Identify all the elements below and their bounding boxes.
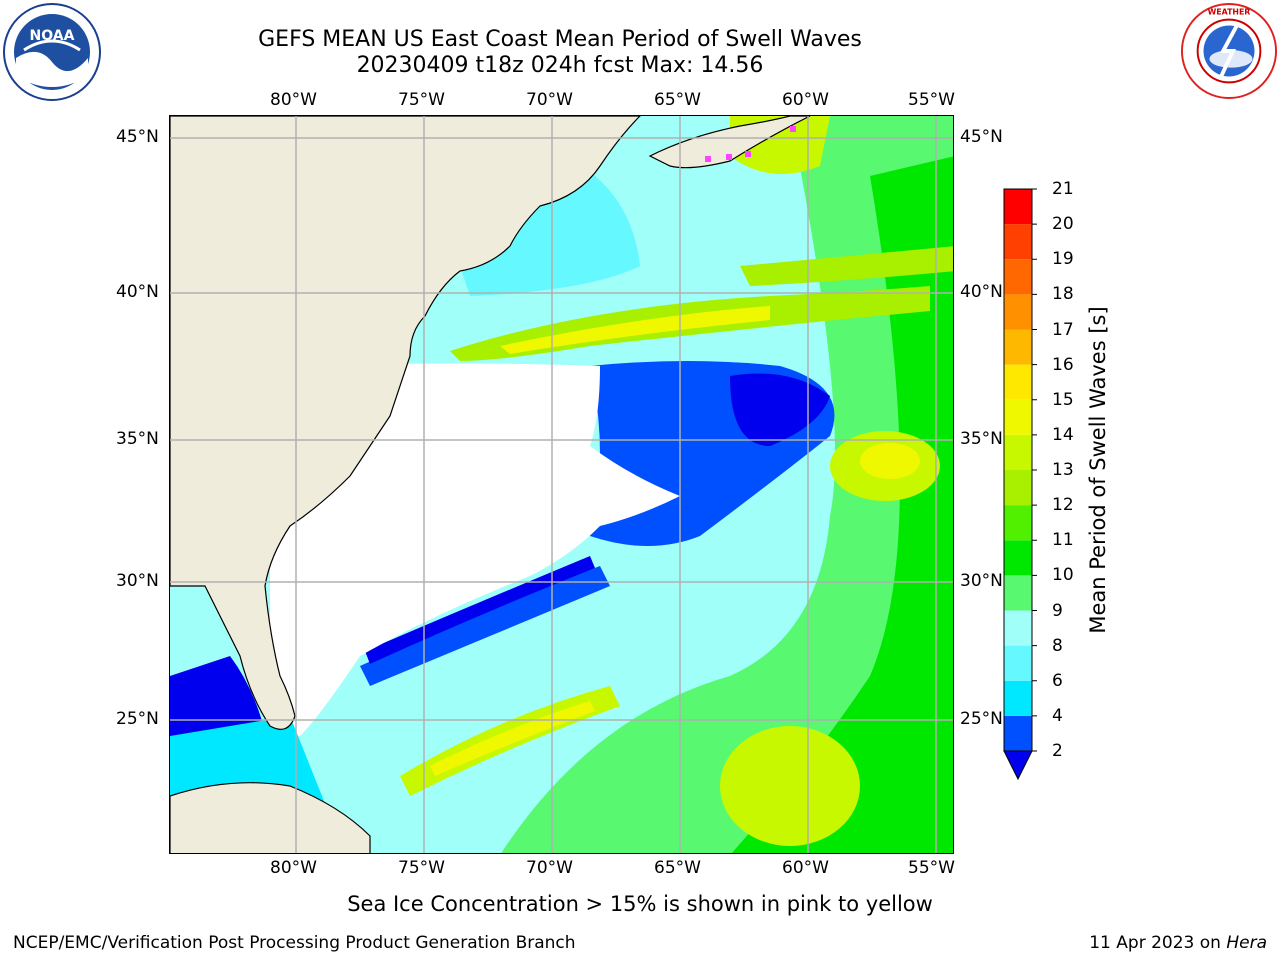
colorbar-segment bbox=[1004, 505, 1032, 541]
colorbar-segment bbox=[1004, 610, 1032, 646]
colorbar-tick: 16 bbox=[1052, 354, 1074, 375]
lon-tick-bottom: 75°W bbox=[398, 858, 445, 878]
colorbar-tick: 8 bbox=[1052, 635, 1063, 656]
lon-tick-top: 65°W bbox=[654, 90, 701, 110]
colorbar-tick: 20 bbox=[1052, 214, 1074, 235]
colorbar-tick: 11 bbox=[1052, 530, 1074, 551]
lon-tick-bottom: 80°W bbox=[270, 858, 317, 878]
map-subtitle: 20230409 t18z 024h fcst Max: 14.56 bbox=[356, 53, 764, 78]
map-title: GEFS MEAN US East Coast Mean Period of S… bbox=[258, 27, 862, 52]
lon-tick-top: 75°W bbox=[398, 90, 445, 110]
lat-tick-right: 40°N bbox=[960, 282, 1003, 302]
colorbar-segment bbox=[1004, 224, 1032, 260]
lat-tick-right: 35°N bbox=[960, 429, 1003, 449]
colorbar-segment bbox=[1004, 364, 1032, 400]
colorbar-tick: 13 bbox=[1052, 460, 1074, 480]
colorbar-tick: 12 bbox=[1052, 495, 1074, 516]
colorbar-tick: 2 bbox=[1052, 741, 1063, 761]
noaa-logo: NOAA bbox=[3, 3, 101, 101]
footer-date: 11 Apr 2023 on Hera bbox=[1089, 933, 1267, 953]
colorbar-tick: 9 bbox=[1052, 600, 1063, 621]
colorbar-tick: 10 bbox=[1052, 565, 1074, 586]
lat-tick-left: 45°N bbox=[116, 127, 159, 147]
colorbar-label: Mean Period of Swell Waves [s] bbox=[1086, 306, 1110, 634]
colorbar-tick: 18 bbox=[1052, 284, 1074, 305]
colorbar-segment bbox=[1004, 189, 1032, 225]
svg-text:WEATHER: WEATHER bbox=[1208, 8, 1251, 17]
footer-branch: NCEP/EMC/Verification Post Processing Pr… bbox=[13, 933, 576, 953]
colorbar-segment bbox=[1004, 680, 1032, 716]
lon-tick-top: 70°W bbox=[526, 90, 573, 110]
lon-tick-bottom: 70°W bbox=[526, 858, 573, 878]
svg-text:NOAA: NOAA bbox=[30, 28, 75, 44]
lon-tick-top: 55°W bbox=[908, 90, 955, 110]
lon-tick-bottom: 65°W bbox=[654, 858, 701, 878]
lat-tick-left: 35°N bbox=[116, 429, 159, 449]
colorbar-tick: 15 bbox=[1052, 389, 1074, 410]
lat-tick-right: 45°N bbox=[960, 127, 1003, 147]
colorbar-tick: 6 bbox=[1052, 670, 1063, 691]
lon-tick-bottom: 55°W bbox=[908, 858, 955, 878]
colorbar-segment bbox=[1004, 294, 1032, 330]
map-panel bbox=[169, 115, 954, 854]
colorbar bbox=[1003, 188, 1037, 781]
swell-period-field bbox=[170, 116, 953, 853]
lon-tick-top: 60°W bbox=[782, 90, 829, 110]
lat-tick-right: 30°N bbox=[960, 571, 1003, 591]
lat-tick-left: 25°N bbox=[116, 709, 159, 729]
colorbar-extend-arrow bbox=[1003, 750, 1033, 781]
colorbar-segment bbox=[1004, 575, 1032, 611]
lon-tick-top: 80°W bbox=[270, 90, 317, 110]
colorbar-segment bbox=[1004, 434, 1032, 470]
colorbar-tick: 19 bbox=[1052, 249, 1074, 270]
colorbar-tick: 21 bbox=[1052, 179, 1074, 199]
colorbar-tick: 17 bbox=[1052, 319, 1074, 340]
colorbar-tick: 14 bbox=[1052, 424, 1074, 445]
nws-logo: WEATHER bbox=[1180, 2, 1278, 100]
lon-tick-bottom: 60°W bbox=[782, 858, 829, 878]
colorbar-segment bbox=[1004, 470, 1032, 506]
sea-ice-note: Sea Ice Concentration > 15% is shown in … bbox=[347, 892, 933, 916]
lat-tick-left: 30°N bbox=[116, 571, 159, 591]
lat-tick-right: 25°N bbox=[960, 709, 1003, 729]
footer-date-text: 11 Apr 2023 on bbox=[1089, 933, 1227, 953]
colorbar-segment bbox=[1004, 645, 1032, 681]
colorbar-segment bbox=[1004, 259, 1032, 295]
colorbar-segment bbox=[1004, 540, 1032, 576]
colorbar-segment bbox=[1004, 399, 1032, 435]
lat-tick-left: 40°N bbox=[116, 282, 159, 302]
colorbar-segment bbox=[1004, 715, 1032, 751]
colorbar-segment bbox=[1004, 329, 1032, 365]
colorbar-tick: 4 bbox=[1052, 705, 1063, 726]
footer-machine: Hera bbox=[1226, 933, 1267, 953]
